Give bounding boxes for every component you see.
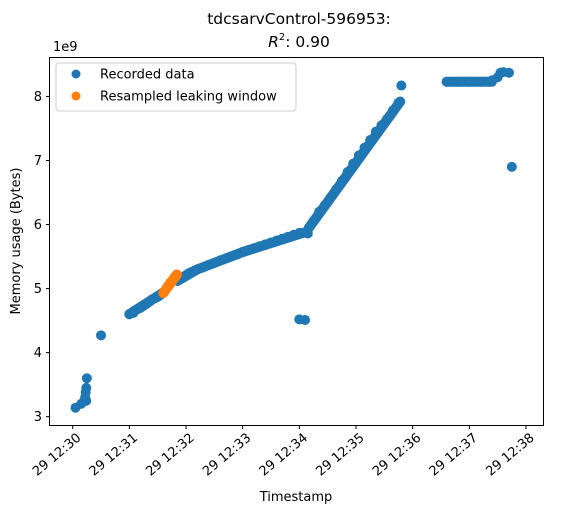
data-point: [370, 126, 381, 137]
x-axis-ticks: 29 12:30 29 12:31 29 12:32 29 12:33 29 12:34…: [30, 425, 538, 479]
y-tick-label: 8: [34, 90, 42, 105]
recorded-points: [70, 67, 517, 413]
y-axis-ticks: 3 4 5 6 7 8: [34, 90, 50, 425]
data-point: [81, 382, 92, 393]
r-squared-exponent: 2: [279, 32, 285, 43]
data-point: [348, 158, 359, 169]
chart-title-line2: R2: 0.90: [268, 32, 330, 51]
data-point: [387, 105, 398, 116]
y-tick-label: 5: [34, 282, 42, 297]
data-point: [325, 192, 336, 203]
data-point: [441, 76, 452, 87]
y-tick-label: 3: [34, 410, 42, 425]
data-point: [396, 80, 407, 91]
x-tick-label: 29 12:33: [200, 431, 254, 480]
x-axis-label: Timestamp: [259, 490, 333, 505]
data-point: [96, 330, 106, 341]
legend-label-resampled: Resampled leaking window: [100, 90, 277, 105]
x-tick-label: 29 12:36: [370, 431, 424, 480]
y-tick-label: 7: [34, 154, 42, 169]
chart-title: tdcsarvControl-596953: R2: 0.90: [207, 10, 391, 51]
data-point: [308, 216, 319, 227]
data-point: [314, 206, 325, 217]
data-point: [342, 167, 353, 178]
x-tick-label: 29 12:31: [87, 431, 141, 480]
data-point: [506, 161, 517, 172]
data-point: [353, 150, 364, 161]
x-tick-label: 29 12:30: [30, 431, 84, 480]
data-point: [359, 142, 370, 153]
data-point: [365, 134, 376, 145]
data-point: [331, 184, 342, 195]
y-axis-label: Memory usage (Bytes): [9, 168, 24, 315]
x-tick-label: 29 12:34: [257, 431, 311, 480]
legend-marker-recorded: [71, 69, 81, 79]
legend-box: [55, 62, 297, 112]
legend-marker-resampled: [71, 91, 81, 101]
x-tick-label: 29 12:35: [313, 431, 367, 480]
data-point: [464, 76, 475, 87]
y-offset-label: 1e9: [53, 40, 78, 55]
data-point: [170, 270, 181, 281]
data-point: [376, 120, 387, 131]
data-point: [300, 314, 310, 325]
x-tick-label: 29 12:37: [427, 431, 481, 480]
data-point: [81, 395, 92, 406]
chart-title-line1: tdcsarvControl-596953:: [207, 10, 391, 28]
data-point: [475, 76, 486, 87]
data-point: [336, 175, 347, 186]
resampled-points: [159, 270, 181, 297]
data-point: [382, 113, 393, 124]
legend: Recorded data Resampled leaking window: [55, 62, 297, 112]
x-tick-label: 29 12:38: [483, 431, 537, 480]
data-point: [504, 67, 514, 78]
data-point: [319, 200, 330, 211]
plot-area: [70, 67, 517, 413]
data-point: [393, 97, 404, 108]
y-tick-label: 6: [34, 218, 42, 233]
r-squared-symbol: R: [268, 33, 279, 51]
x-tick-label: 29 12:32: [143, 431, 197, 480]
r-squared-value: : 0.90: [285, 33, 330, 51]
y-tick-label: 4: [34, 346, 42, 361]
data-point: [81, 373, 92, 384]
plot-frame: [49, 57, 544, 426]
legend-label-recorded: Recorded data: [100, 68, 195, 83]
data-point: [453, 76, 463, 87]
